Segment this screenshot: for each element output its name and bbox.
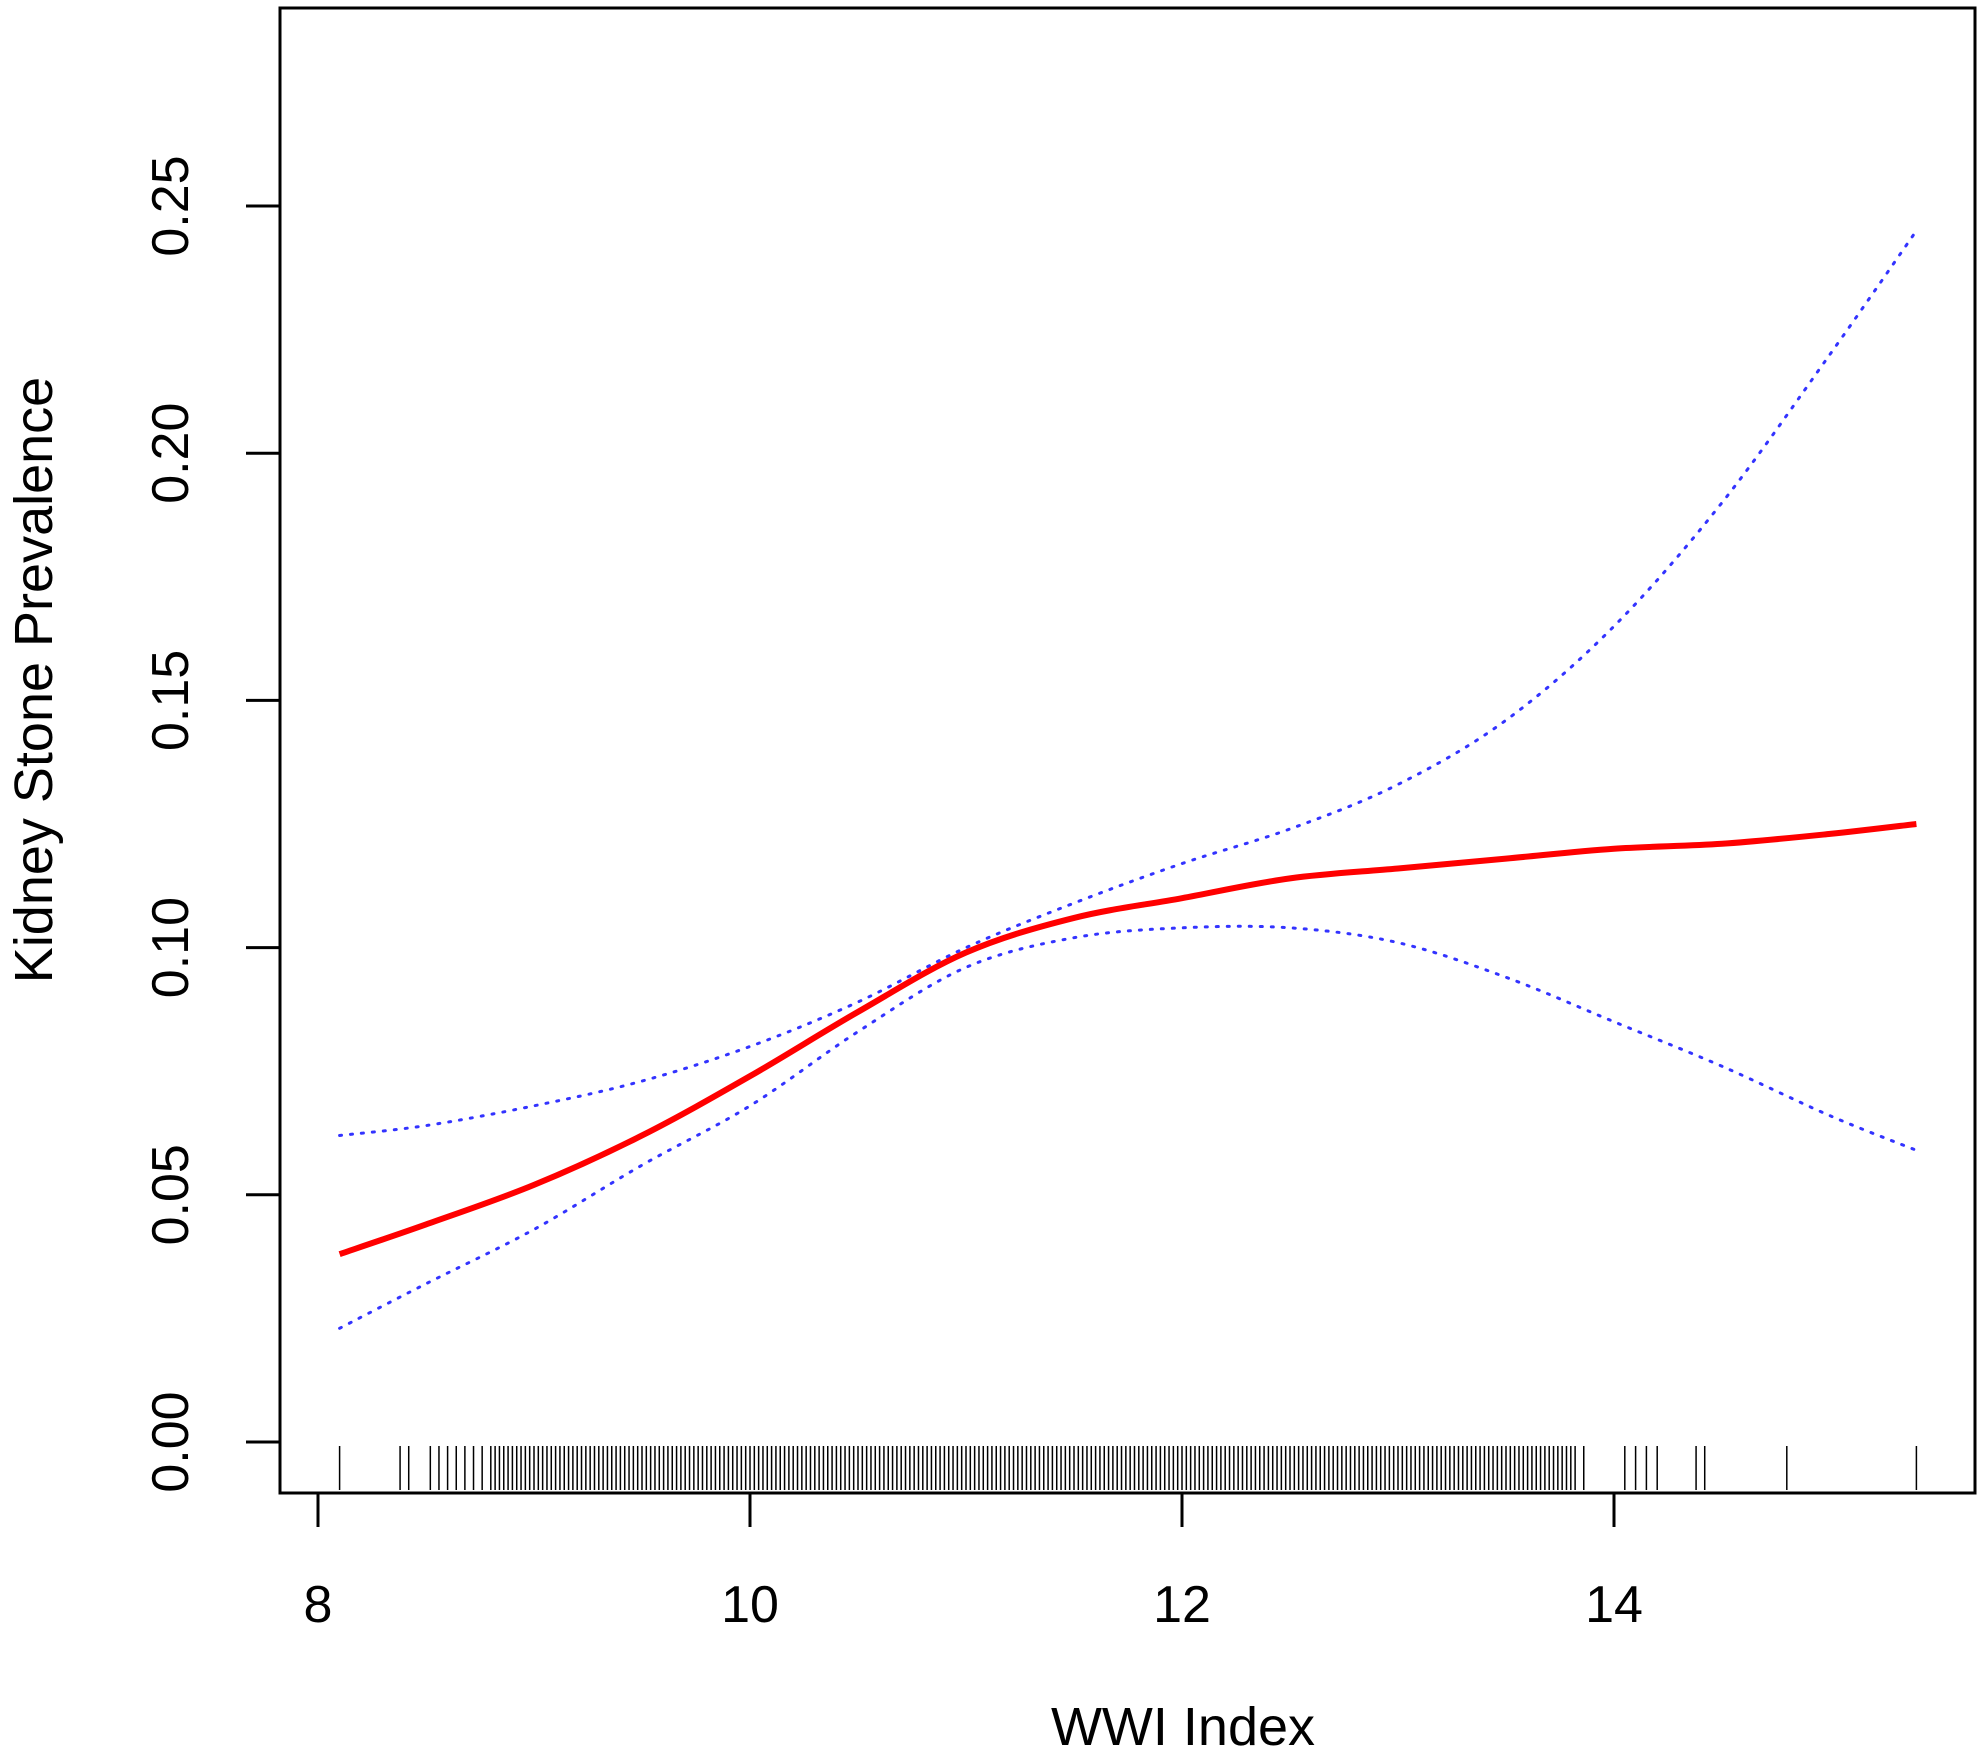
y-tick-label: 0.05 (142, 1144, 200, 1245)
series-upper-ci-line (338, 229, 1918, 1137)
x-axis-title: WWI Index (1051, 1697, 1315, 1756)
x-tick-label: 14 (1585, 1576, 1643, 1634)
y-axis-title: Kidney Stone Prevalence (4, 377, 64, 983)
plot-frame (278, 6, 1977, 1495)
y-tick-label: 0.15 (142, 650, 200, 751)
y-tick-label: 0.25 (142, 155, 200, 256)
x-tick-label: 8 (304, 1576, 333, 1634)
y-ticks: 0.00 0.05 0.10 0.15 0.20 0.25 (142, 155, 280, 1493)
series-lines (338, 229, 1918, 1330)
x-tick-label: 12 (1153, 1576, 1211, 1634)
x-ticks: 8 10 12 14 (304, 1493, 1643, 1634)
series-lower-ci-line (338, 924, 1918, 1330)
y-axis: 0.00 0.05 0.10 0.15 0.20 0.25 (142, 155, 282, 1493)
rug-marks (338, 1446, 1918, 1490)
y-tick-label: 0.00 (142, 1391, 200, 1492)
x-tick-label: 10 (721, 1576, 779, 1634)
y-tick-label: 0.20 (142, 403, 200, 504)
y-tick-label: 0.10 (142, 897, 200, 998)
series-estimate-line (338, 821, 1917, 1257)
x-axis: 8 10 12 14 (304, 1491, 1643, 1634)
